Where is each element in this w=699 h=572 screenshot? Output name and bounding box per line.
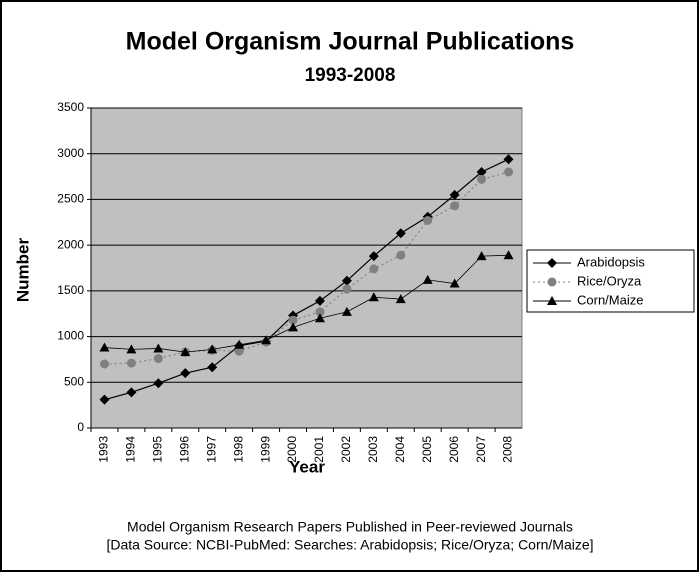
data-point xyxy=(153,378,164,389)
data-point xyxy=(342,284,352,294)
data-point xyxy=(368,292,379,302)
x-tick-label: 2007 xyxy=(474,436,488,463)
y-tick-label: 0 xyxy=(77,420,84,434)
data-point xyxy=(369,264,379,274)
data-point xyxy=(449,189,460,200)
x-tick-label: 2006 xyxy=(447,436,461,463)
data-point xyxy=(314,295,325,306)
data-point xyxy=(423,215,433,225)
data-point xyxy=(234,346,244,356)
x-tick-label: 2004 xyxy=(393,436,407,463)
data-point xyxy=(503,250,514,260)
x-tick-label: 1999 xyxy=(258,436,272,463)
y-tick-label: 3500 xyxy=(57,100,84,114)
series-line xyxy=(104,171,509,365)
data-point xyxy=(314,313,325,323)
data-point xyxy=(422,274,433,284)
data-point xyxy=(477,174,487,184)
chart-title: Model Organism Journal Publications xyxy=(126,28,575,56)
data-point xyxy=(261,335,272,345)
x-tick-label: 2008 xyxy=(501,436,515,463)
data-point xyxy=(99,359,109,369)
x-tick-label: 1995 xyxy=(151,436,165,463)
series-line xyxy=(104,158,509,401)
legend-label: Arabidopsis xyxy=(577,254,645,269)
x-tick-label: 1994 xyxy=(124,436,138,463)
legend-label: Rice/Oryza xyxy=(577,273,642,288)
legend-marker xyxy=(547,258,557,268)
legend-label: Corn/Maize xyxy=(577,292,643,307)
data-point xyxy=(449,278,460,288)
x-tick-label: 2001 xyxy=(312,436,326,463)
data-point xyxy=(450,201,460,211)
x-tick-label: 1998 xyxy=(231,436,245,463)
data-point xyxy=(153,354,163,364)
data-point xyxy=(288,322,299,332)
legend-marker xyxy=(547,296,557,305)
plot-area xyxy=(90,107,523,429)
x-tick-label: 2000 xyxy=(285,436,299,463)
y-tick-label: 2500 xyxy=(57,192,84,206)
data-point xyxy=(126,387,137,398)
data-point xyxy=(99,394,110,405)
x-tick-label: 1996 xyxy=(177,436,191,463)
chart-subtitle: 1993-2008 xyxy=(305,65,396,86)
data-point xyxy=(99,342,110,352)
data-point xyxy=(207,362,218,373)
x-tick-label: 2003 xyxy=(366,436,380,463)
y-tick-label: 3000 xyxy=(57,146,84,160)
caption: Model Organism Research Papers Published… xyxy=(127,519,573,535)
data-point xyxy=(126,358,136,368)
y-axis-label: Number xyxy=(13,238,32,303)
data-point xyxy=(395,228,406,239)
data-point xyxy=(504,167,514,177)
series-line xyxy=(104,254,509,353)
x-tick-label: 2005 xyxy=(420,436,434,463)
data-point xyxy=(341,275,352,286)
data-point xyxy=(234,339,245,349)
x-tick-label: 2002 xyxy=(339,436,353,463)
data-point xyxy=(288,315,298,325)
data-point xyxy=(476,167,487,177)
data-point xyxy=(395,294,406,304)
data-point xyxy=(315,307,325,317)
x-axis-label: Year xyxy=(289,457,325,476)
x-tick-label: 1993 xyxy=(97,436,111,463)
data-point xyxy=(153,343,164,353)
data-point xyxy=(396,250,406,260)
data-point xyxy=(180,347,191,357)
data-point xyxy=(476,251,487,261)
y-tick-label: 1500 xyxy=(57,283,84,297)
data-point xyxy=(126,344,137,354)
data-point xyxy=(503,154,514,165)
data-point xyxy=(207,344,218,354)
data-point xyxy=(341,306,352,316)
data-point xyxy=(368,251,379,262)
data-point xyxy=(180,368,191,379)
legend-marker xyxy=(547,277,557,287)
caption: [Data Source: NCBI-PubMed: Searches: Ara… xyxy=(106,537,593,553)
y-tick-label: 500 xyxy=(64,374,84,388)
y-tick-label: 1000 xyxy=(57,329,84,343)
x-tick-label: 1997 xyxy=(204,436,218,463)
y-tick-label: 2000 xyxy=(57,237,84,251)
